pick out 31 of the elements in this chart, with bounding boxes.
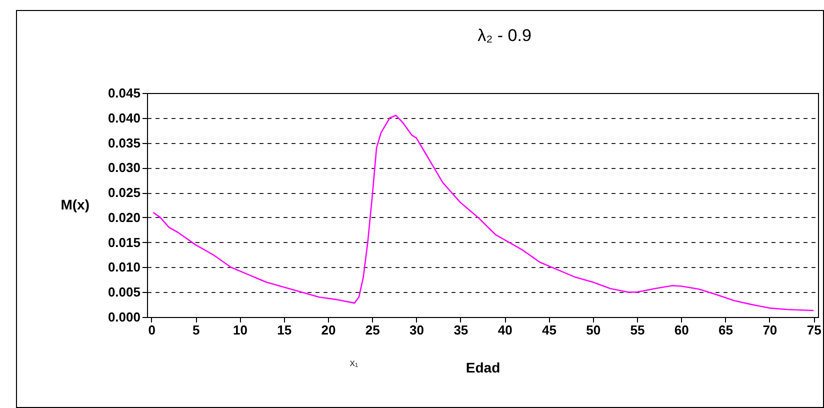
x-tick-label: 60 xyxy=(674,322,689,338)
x-tick-label: 30 xyxy=(410,322,424,338)
x-tick-label: 40 xyxy=(498,322,512,338)
x-tick-label: 50 xyxy=(586,322,601,338)
y-tick-label: 0.000 xyxy=(108,310,140,324)
x-tick-label: 5 xyxy=(192,322,200,338)
x-tick-label: 15 xyxy=(277,322,292,338)
y-tick-label: 0.025 xyxy=(108,185,140,200)
x-tick-label: 65 xyxy=(718,322,734,338)
y-tick-label: 0.040 xyxy=(108,110,140,126)
x-tick-label: 75 xyxy=(806,322,822,338)
x-axis-title: Edad xyxy=(466,360,500,376)
x-tick-label: 20 xyxy=(321,322,336,338)
x-tick-label: 10 xyxy=(232,322,248,338)
chart-title: λ₂ - 0.9 xyxy=(478,26,532,45)
y-axis-title: M(x) xyxy=(60,196,90,212)
x-tick-label: 25 xyxy=(365,322,380,338)
y-tick-label: 0.020 xyxy=(108,210,140,225)
x-tick-label: 55 xyxy=(630,322,645,338)
x-tick-label: 35 xyxy=(454,322,468,338)
x-tick-label: 70 xyxy=(762,322,778,338)
y-tick-label: 0.035 xyxy=(108,135,140,150)
x-tick-label: 0 xyxy=(148,322,156,338)
x-tick-label: 45 xyxy=(542,322,556,338)
line-series xyxy=(152,114,814,312)
y-tick-label: 0.015 xyxy=(108,234,140,250)
y-tick-label: 0.030 xyxy=(108,160,140,176)
y-tick-label: 0.045 xyxy=(108,86,140,100)
y-tick-label: 0.010 xyxy=(108,260,140,275)
text: x₁ xyxy=(350,358,359,369)
y-tick-label: 0.005 xyxy=(108,284,140,300)
